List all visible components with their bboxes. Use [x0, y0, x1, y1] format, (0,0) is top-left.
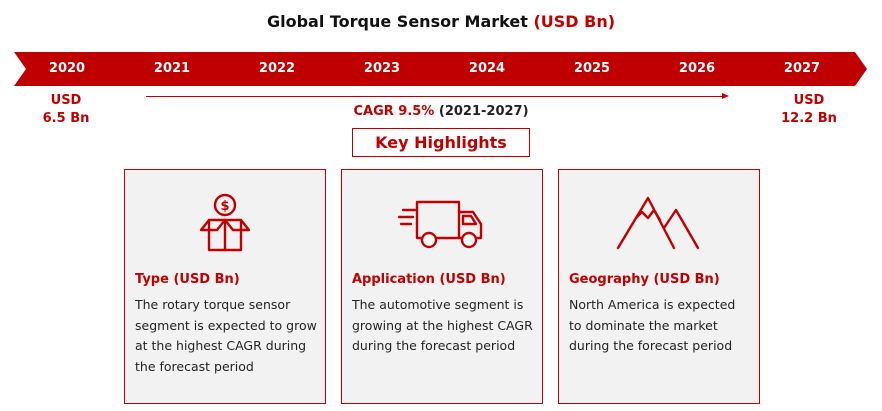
timeline-year-2025: 2025	[539, 52, 657, 86]
timeline-year-label: 2020	[48, 61, 86, 76]
cagr-arrow-line	[146, 96, 722, 97]
start-value-amount: 6.5 Bn	[42, 111, 90, 126]
money-box-icon: $	[125, 190, 325, 254]
timeline-year-label: 2021	[153, 61, 191, 76]
delivery-truck-icon	[342, 190, 542, 254]
end-value: USD 12.2 Bn	[774, 92, 844, 128]
svg-text:$: $	[220, 199, 229, 214]
arrow-right-icon	[722, 93, 729, 99]
timeline-year-2022: 2022	[224, 52, 342, 86]
timeline-year-2024: 2024	[434, 52, 552, 86]
year-timeline: 2020 2021 2022 2023 2024 2025 2026 2027	[14, 52, 870, 86]
cagr-rate: CAGR 9.5%	[353, 104, 435, 119]
page-title: Global Torque Sensor Market (USD Bn)	[0, 12, 882, 31]
end-value-unit: USD	[793, 93, 825, 108]
title-main: Global Torque Sensor Market	[266, 12, 528, 31]
end-value-amount: 12.2 Bn	[781, 111, 837, 126]
timeline-year-label: 2024	[468, 61, 506, 76]
timeline-year-label: 2026	[678, 61, 716, 76]
title-unit: (USD Bn)	[533, 12, 616, 31]
highlight-card-application: Application (USD Bn) The automotive segm…	[341, 169, 543, 404]
highlight-card-type: $ Type (USD Bn) The rotary torque sensor…	[124, 169, 326, 404]
cagr-period: (2021-2027)	[438, 104, 529, 119]
card-description: North America is expected to dominate th…	[569, 297, 736, 353]
start-value: USD 6.5 Bn	[34, 92, 98, 128]
timeline-year-2026: 2026	[644, 52, 762, 86]
cagr-label: CAGR 9.5% (2021-2027)	[0, 104, 882, 119]
card-description: The rotary torque sensor segment is expe…	[135, 297, 317, 374]
key-highlights-heading: Key Highlights	[352, 128, 530, 157]
timeline-year-label: 2022	[258, 61, 296, 76]
highlight-card-geography: Geography (USD Bn) North America is expe…	[558, 169, 760, 404]
timeline-year-2021: 2021	[119, 52, 237, 86]
card-title: Application (USD Bn)	[352, 272, 506, 287]
card-title: Geography (USD Bn)	[569, 272, 720, 287]
start-value-unit: USD	[50, 93, 82, 108]
card-title: Type (USD Bn)	[135, 272, 240, 287]
card-description: The automotive segment is growing at the…	[352, 297, 533, 353]
timeline-year-label: 2025	[573, 61, 611, 76]
timeline-year-label: 2027	[783, 61, 821, 76]
timeline-year-2023: 2023	[329, 52, 447, 86]
timeline-year-2027: 2027	[749, 52, 867, 86]
mountain-icon	[559, 190, 759, 254]
timeline-year-2020: 2020	[14, 52, 132, 86]
timeline-year-label: 2023	[363, 61, 401, 76]
